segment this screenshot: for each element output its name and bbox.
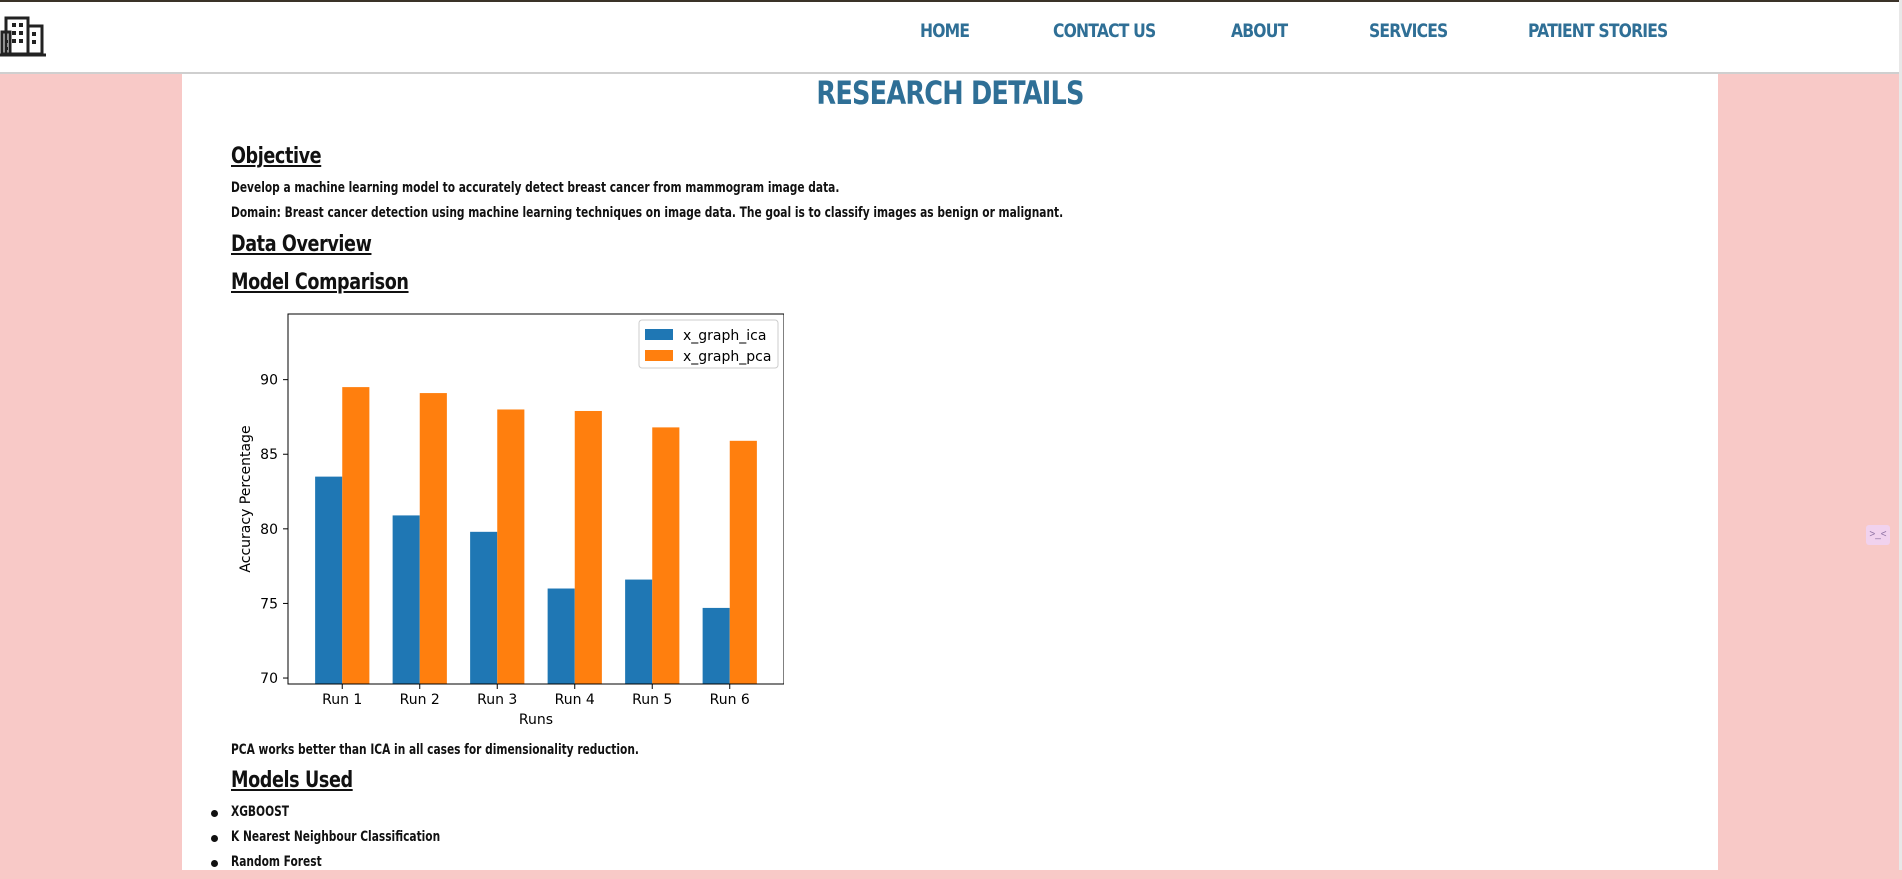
nav-about[interactable]: ABOUT bbox=[1231, 20, 1288, 42]
bar-x_graph_pca-2 bbox=[419, 393, 447, 684]
extension-icon[interactable]: >_< bbox=[1866, 525, 1890, 545]
x-tick-label: Run 5 bbox=[632, 692, 672, 708]
y-axis-label: Accuracy Percentage bbox=[238, 425, 254, 572]
y-tick-label: 90 bbox=[260, 373, 278, 389]
bar-x_graph_pca-4 bbox=[574, 410, 602, 684]
domain-text: Domain: Breast cancer detection using ma… bbox=[231, 205, 1064, 221]
model-comparison-chart: Run 1 Run 2 Run 3 Run 4 Run 5 Run 6 70 75 80 85 90… bbox=[238, 313, 784, 728]
bar-x_graph_pca-3 bbox=[497, 409, 525, 684]
legend-label-x_graph_ica: x_graph_ica bbox=[683, 328, 766, 344]
y-tick-label: 85 bbox=[260, 447, 278, 463]
x-axis-label: Runs bbox=[519, 712, 553, 728]
models-list: XGBOOST K Nearest Neighbour Classificati… bbox=[211, 804, 506, 879]
bar-x_graph_ica-5 bbox=[625, 579, 653, 684]
nav-contact-us[interactable]: CONTACT US bbox=[1053, 20, 1156, 42]
main-content: RESEARCH DETAILS Objective Develop a mac… bbox=[182, 74, 1718, 870]
y-tick-label: 75 bbox=[260, 596, 278, 612]
legend-swatch-x_graph_ica bbox=[645, 329, 673, 340]
bar-x_graph_ica-2 bbox=[392, 515, 420, 684]
building-icon[interactable] bbox=[0, 12, 46, 58]
data-overview-heading: Data Overview bbox=[231, 232, 372, 257]
bullet bbox=[211, 835, 218, 842]
y-tick-label: 80 bbox=[260, 522, 278, 538]
legend-box bbox=[638, 319, 779, 369]
list-item: XGBOOST bbox=[211, 804, 506, 829]
list-item: Random Forest bbox=[211, 854, 506, 879]
navbar: HOME CONTACT US ABOUT SERVICES PATIENT S… bbox=[0, 2, 1900, 74]
bar-x_graph_ica-6 bbox=[702, 607, 730, 684]
comparison-conclusion: PCA works better than ICA in all cases f… bbox=[231, 742, 639, 758]
objective-text: Develop a machine learning model to accu… bbox=[231, 180, 840, 196]
page-title: RESEARCH DETAILS bbox=[816, 74, 1084, 112]
legend-swatch-x_graph_pca bbox=[645, 350, 673, 361]
models-used-heading: Models Used bbox=[231, 768, 353, 793]
y-tick-label: 70 bbox=[260, 671, 278, 687]
nav-home[interactable]: HOME bbox=[920, 20, 970, 42]
bar-x_graph_pca-6 bbox=[729, 440, 757, 684]
bullet bbox=[211, 860, 218, 867]
model-comparison-heading: Model Comparison bbox=[231, 270, 409, 295]
nav-patient-stories[interactable]: PATIENT STORIES bbox=[1528, 20, 1668, 42]
bar-x_graph_pca-1 bbox=[342, 387, 370, 684]
x-tick-label: Run 6 bbox=[710, 692, 750, 708]
x-tick-label: Run 3 bbox=[477, 692, 517, 708]
plot-frame bbox=[287, 313, 784, 685]
bar-x_graph_ica-3 bbox=[470, 531, 498, 684]
objective-heading: Objective bbox=[231, 144, 322, 169]
bullet bbox=[211, 810, 218, 817]
top-border bbox=[0, 0, 1902, 2]
bar-x_graph_ica-4 bbox=[547, 588, 575, 684]
legend-label-x_graph_pca: x_graph_pca bbox=[683, 349, 771, 365]
nav-services[interactable]: SERVICES bbox=[1369, 20, 1448, 42]
scrollbar[interactable] bbox=[1899, 0, 1902, 870]
x-tick-label: Run 2 bbox=[400, 692, 440, 708]
bar-x_graph_pca-5 bbox=[652, 427, 680, 684]
bar-x_graph_ica-1 bbox=[315, 476, 343, 684]
list-item: K Nearest Neighbour Classification bbox=[211, 829, 506, 854]
x-tick-label: Run 1 bbox=[322, 692, 362, 708]
x-tick-label: Run 4 bbox=[555, 692, 595, 708]
